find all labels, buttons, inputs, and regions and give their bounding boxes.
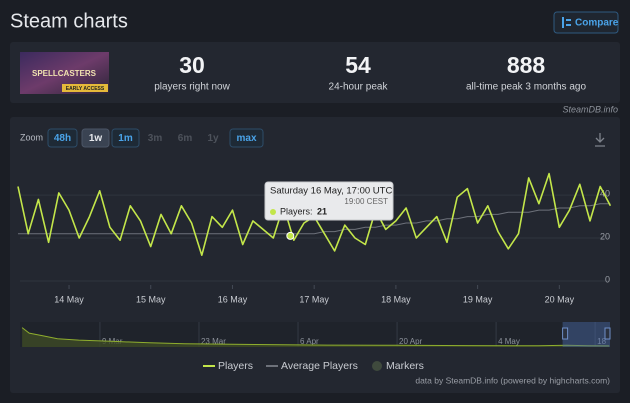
stat-label: players right now	[154, 82, 230, 93]
x-tick-label: 15 May	[136, 294, 166, 304]
compare-box[interactable]	[553, 11, 619, 34]
navigator-selection[interactable]	[562, 322, 610, 347]
stat-value: 54	[345, 52, 371, 78]
navigator-tick-label: 6 Apr	[300, 337, 319, 346]
tooltip-box	[264, 181, 394, 221]
zoom-option: 6m	[178, 133, 193, 144]
source: SteamDB.info	[562, 104, 618, 114]
stats-panel	[10, 42, 620, 103]
legend-label[interactable]: Players	[218, 360, 253, 372]
tooltip-value: 21	[317, 206, 327, 216]
zoom-button[interactable]	[47, 128, 78, 148]
badge-bg	[62, 84, 108, 92]
zoom-option[interactable]: 1m	[118, 133, 133, 144]
credits: data by SteamDB.info (powered by highcha…	[415, 375, 610, 385]
zoom-label: Zoom	[20, 132, 43, 142]
legend-swatch	[372, 361, 382, 371]
tooltip-subtitle: 19:00 CEST	[344, 197, 388, 206]
tooltip-label: Players:	[280, 206, 313, 216]
chart-panel	[10, 117, 620, 393]
navigator-handle[interactable]	[604, 327, 611, 340]
x-tick-label: 20 May	[545, 294, 575, 304]
compare-icon	[562, 17, 564, 28]
y-tick-label: 0	[605, 274, 610, 284]
y-tick-label: 40	[600, 188, 610, 198]
stat-value: 888	[507, 52, 546, 78]
series-line	[18, 203, 611, 235]
legend-label[interactable]: Markers	[386, 360, 424, 372]
zoom-button[interactable]	[229, 128, 264, 148]
zoom-button[interactable]	[111, 128, 140, 148]
download-glyph[interactable]	[595, 133, 605, 147]
compare-button[interactable]: Compare	[553, 11, 619, 34]
y-tick-label: 20	[600, 231, 610, 241]
zoom-button[interactable]	[81, 128, 110, 148]
zoom-option[interactable]: max	[236, 133, 256, 144]
x-tick-label: 14 May	[54, 294, 84, 304]
page-title: Steam charts	[10, 10, 128, 32]
compare-label[interactable]: Compare	[575, 18, 619, 29]
stat-label: 24-hour peak	[329, 82, 389, 93]
zoom-option[interactable]: 1w	[89, 133, 103, 144]
stat-label: all-time peak 3 months ago	[466, 82, 587, 93]
x-tick-label: 19 May	[463, 294, 493, 304]
x-tick-label: 18 May	[381, 294, 411, 304]
stat-value: 30	[179, 52, 205, 78]
legend-label[interactable]: Average Players	[281, 360, 358, 372]
x-tick-label: 16 May	[218, 294, 248, 304]
compare-icon	[566, 19, 571, 21]
navigator-tick-label: 20 Apr	[399, 337, 422, 346]
zoom-option[interactable]: 48h	[54, 133, 71, 144]
compare-icon	[566, 24, 571, 26]
navigator-tick-label: 4 May	[498, 337, 520, 346]
navigator-area	[22, 327, 610, 347]
navigator-tick-label: 23 Mar	[201, 337, 226, 346]
download-icon[interactable]	[595, 133, 605, 147]
tooltip-dot	[270, 209, 276, 215]
x-tick-label: 17 May	[299, 294, 329, 304]
zoom-option: 1y	[207, 133, 219, 144]
hover-point	[286, 231, 295, 240]
zoom-option: 3m	[148, 133, 163, 144]
navigator-handle[interactable]	[562, 327, 569, 340]
game-logo: SPELLCASTERS	[32, 69, 97, 78]
navigator-line	[21, 327, 610, 347]
tooltip-title: Saturday 16 May, 17:00 UTC	[270, 186, 392, 197]
game-badge: EARLY ACCESS	[66, 86, 105, 92]
navigator-tick-label: 18	[597, 337, 606, 346]
